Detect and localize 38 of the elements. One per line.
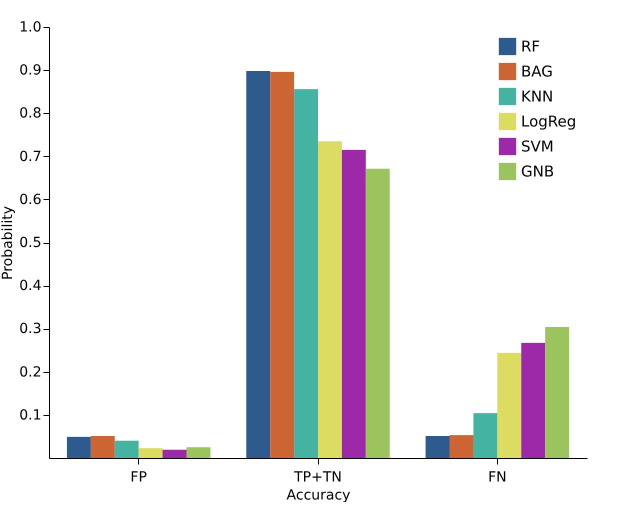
legend-label: LogReg — [521, 112, 576, 130]
bar — [114, 440, 139, 458]
bar — [521, 342, 546, 458]
bar — [186, 447, 210, 458]
legend-label: BAG — [521, 62, 553, 80]
bar — [545, 326, 570, 458]
bar — [66, 436, 91, 458]
bar — [246, 70, 270, 458]
bar — [426, 436, 450, 458]
bar — [497, 352, 522, 458]
y-tick-label: 0.9 — [19, 62, 42, 79]
legend-label: KNN — [521, 88, 554, 106]
y-tick-label: 0.3 — [19, 321, 42, 338]
bar — [318, 141, 342, 458]
y-axis-title: Probability — [0, 206, 16, 280]
bar — [473, 413, 498, 458]
x-tick-label: FN — [488, 470, 507, 486]
bar — [366, 168, 390, 458]
y-tick-label: 0.7 — [19, 148, 42, 165]
y-tick-label: 0.2 — [19, 364, 42, 380]
y-tick-label: 0.8 — [19, 106, 42, 122]
legend-label: SVM — [521, 138, 554, 156]
bar — [162, 450, 186, 458]
y-tick-label: 0.1 — [19, 407, 42, 424]
bar — [90, 436, 115, 458]
y-tick-label: 0.5 — [19, 235, 42, 251]
bar — [450, 435, 474, 458]
legend-label: GNB — [521, 162, 554, 180]
bar — [270, 72, 294, 458]
y-tick-label: 1.0 — [19, 20, 42, 36]
x-tick-label: FP — [130, 470, 147, 486]
y-tick-label: 0.6 — [19, 192, 42, 208]
legend-label: RF — [521, 38, 540, 56]
bar — [342, 150, 366, 458]
x-tick-label: TP+TN — [293, 470, 342, 486]
bar — [294, 89, 318, 458]
y-tick-label: 0.4 — [19, 278, 42, 294]
bar — [138, 448, 163, 458]
